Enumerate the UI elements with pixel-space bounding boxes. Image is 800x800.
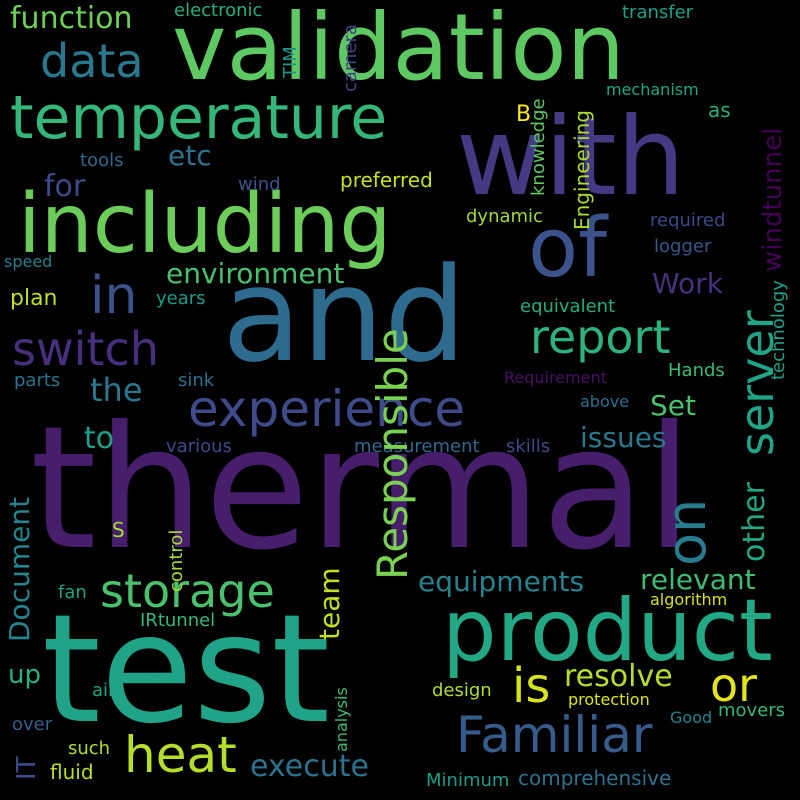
word-tools: tools [80,150,124,171]
word-wind: wind [238,174,281,195]
word-Set: Set [650,389,696,422]
word-speed: speed [4,252,53,271]
word-including: including [18,177,392,272]
word-other: other [737,482,772,562]
word-such: such [68,738,111,759]
word-comprehensive: comprehensive [518,766,672,790]
word-Hands: Hands [668,360,725,381]
word-of: of [528,201,608,296]
word-in: in [90,266,138,326]
word-environment: environment [166,257,345,290]
word-on: Responsible [368,328,417,580]
word-as: as [708,98,731,122]
word-electronic: electronic [174,0,263,21]
word-logger: logger [654,236,712,257]
word-Responsible: etc [168,139,212,172]
word-camera: camera [340,24,361,92]
word-report: report [530,310,671,364]
word-B: B [516,102,532,127]
word-temperature: temperature [10,83,388,153]
word-S: S [112,518,125,542]
word-with: with [456,95,686,220]
word-air: air [92,680,116,701]
word-fan: fan [58,582,87,603]
word-resolve: resolve [564,659,673,694]
word-protection: protection [568,690,650,709]
word-up: up [8,660,41,690]
word-skills: skills [506,436,551,457]
word-thermal: thermal [30,390,693,588]
word-transfer: transfer [622,2,694,23]
word-IT: IT [12,756,42,780]
word-relevant: relevant [640,563,756,596]
word-the: the [90,371,143,409]
word-equivalent: equivalent [520,296,616,317]
word-function: function [10,1,133,36]
word-control: control [166,529,187,592]
word-technology: technology [768,280,789,380]
word-switch: switch [12,322,159,376]
word-various: various [166,436,232,457]
word-years: years [156,288,206,309]
word-over: over [12,714,53,735]
word-Document: Document [3,496,36,642]
word-windtunnel: windtunnel [758,127,788,272]
word-preferred: preferred [340,168,433,192]
word-plan: plan [10,286,58,311]
word-Work: Work [652,267,723,300]
word-mechanism: mechanism [606,80,699,99]
word-team: team [313,567,346,640]
word-design: design [432,680,492,701]
word-Engineering: Engineering [570,110,594,230]
word-movers: movers [718,700,786,721]
word-measurement: measurement [354,436,480,457]
word-dynamic: dynamic [466,206,543,227]
word-sink: sink [178,370,215,391]
word-equipments: equipments [418,565,585,598]
word-validation: validation [172,0,625,101]
word-required: required [650,210,726,231]
word-analysis: analysis [332,687,351,752]
word-fluid: fluid [50,760,94,784]
word-Minimum: Minimum [426,770,510,791]
word-above: above [580,392,630,411]
word-parts: parts [14,370,61,391]
word-test: test [42,583,331,757]
word-Familiar: Familiar [456,706,653,764]
word-issues: issues [580,421,667,454]
word-IRtunnel: IRtunnel [140,610,216,631]
word-for: for [44,169,86,204]
word-storage: storage [100,564,275,618]
word-algorithm: algorithm [650,590,728,609]
word-Requirement: Requirement [504,368,607,387]
word-is: is [512,658,551,714]
word-Good: Good [670,708,713,727]
word-TIM: TIM [280,46,301,78]
word-heat: heat [124,726,237,784]
word-product: product [442,581,773,681]
word-etc: on [655,498,718,566]
word-data: data [40,34,144,88]
word-experience: experience [188,380,466,438]
word-knowledge: knowledge [528,98,549,196]
word-or: or [710,658,758,712]
word-and: and [222,239,467,391]
word-to: to [84,421,115,456]
word-execute: execute [250,749,369,784]
